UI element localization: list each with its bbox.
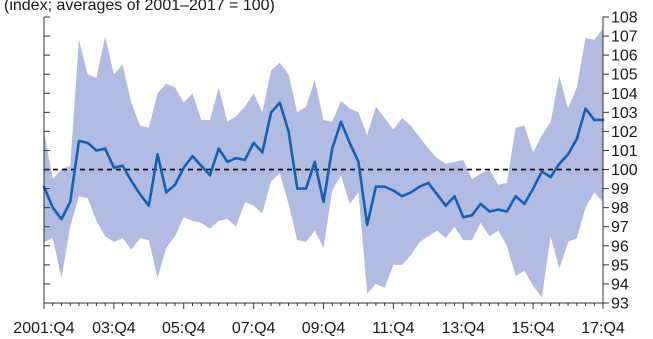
x-tick-label: 09:Q4 bbox=[302, 320, 346, 337]
y-tick-label: 94 bbox=[611, 276, 629, 293]
series-line bbox=[42, 101, 605, 227]
x-tick-label: 15:Q4 bbox=[511, 320, 555, 337]
y-tick-label: 100 bbox=[611, 162, 638, 179]
y-tick-label: 95 bbox=[611, 257, 629, 274]
axes-layer: 93 94 95 96 97 98 99 100 101 102 103 104 105 106 107 10… bbox=[13, 10, 637, 338]
y-tick-label: 96 bbox=[611, 238, 629, 255]
y-tick-label: 101 bbox=[611, 143, 638, 160]
y-tick-label: 102 bbox=[611, 124, 638, 141]
y-tick-label: 106 bbox=[611, 48, 638, 65]
x-tick-label: 11:Q4 bbox=[372, 320, 415, 337]
y-tick-label: 105 bbox=[611, 67, 638, 84]
x-tick-label: 05:Q4 bbox=[162, 320, 206, 337]
y-tick-label: 103 bbox=[611, 105, 638, 122]
y-tick-label: 97 bbox=[611, 219, 629, 236]
x-tick-label: 17:Q4 bbox=[581, 320, 625, 337]
series-line-layer bbox=[42, 101, 605, 227]
x-tick-label: 07:Q4 bbox=[232, 320, 276, 337]
range-band-layer bbox=[44, 28, 603, 298]
y-tick-label: 93 bbox=[611, 296, 629, 313]
x-tick-label: 13:Q4 bbox=[441, 320, 485, 337]
x-tick-label: 2001:Q4 bbox=[13, 320, 74, 337]
range-band bbox=[44, 28, 603, 298]
y-tick-label: 107 bbox=[611, 29, 638, 46]
y-tick-label: 98 bbox=[611, 200, 629, 217]
y-tick-label: 99 bbox=[611, 181, 629, 198]
x-tick-label: 03:Q4 bbox=[92, 320, 136, 337]
chart-header-text: (index; averages of 2001–2017 = 100) bbox=[4, 0, 275, 14]
y-tick-label: 104 bbox=[611, 86, 638, 103]
y-tick-label: 108 bbox=[611, 10, 638, 27]
